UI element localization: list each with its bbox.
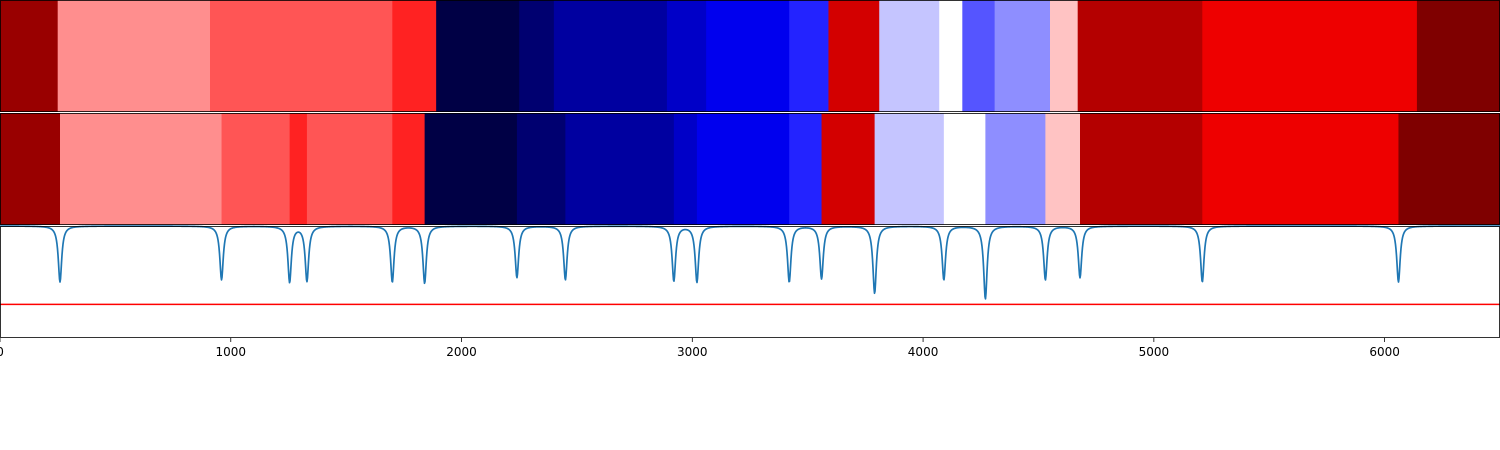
segment-2-7 xyxy=(424,113,518,225)
segment-2-12 xyxy=(789,113,823,225)
segment-1-17 xyxy=(1077,0,1203,112)
x-tick-label-3000: 3000 xyxy=(677,345,708,359)
chart-panels xyxy=(0,0,1500,338)
segment-1-5 xyxy=(436,0,520,112)
segment-2-3 xyxy=(221,113,291,225)
segment-1-15 xyxy=(994,0,1051,112)
segment-2-13 xyxy=(821,113,876,225)
segment-1-4 xyxy=(392,0,437,112)
x-axis: 0 1000 2000 3000 4000 5000 6000 xyxy=(0,338,1400,359)
segment-2-6 xyxy=(392,113,426,225)
panel-1 xyxy=(0,0,1500,112)
segment-1-13 xyxy=(939,0,963,112)
x-tick-label-2000: 2000 xyxy=(446,345,477,359)
segment-2-9 xyxy=(565,113,675,225)
segment-1-12 xyxy=(879,0,940,112)
x-tick-label-5000: 5000 xyxy=(1139,345,1170,359)
segment-2-20 xyxy=(1398,113,1500,225)
x-tick-label-6000: 6000 xyxy=(1369,345,1400,359)
x-tick-label-1000: 1000 xyxy=(215,345,246,359)
segment-1-8 xyxy=(666,0,707,112)
segment-2-14 xyxy=(874,113,945,225)
segment-2-17 xyxy=(1045,113,1081,225)
segment-1-18 xyxy=(1202,0,1418,112)
segment-1-7 xyxy=(553,0,668,112)
segment-1-9 xyxy=(706,0,790,112)
segment-2-2 xyxy=(60,113,223,225)
segment-1-3 xyxy=(210,0,393,112)
signal-line xyxy=(0,225,1500,300)
segment-1-1 xyxy=(0,0,59,112)
segment-1-2 xyxy=(57,0,211,112)
panel-2 xyxy=(0,113,1500,225)
segment-1-11 xyxy=(828,0,880,112)
segment-2-8 xyxy=(516,113,566,225)
x-tick-label-0: 0 xyxy=(0,345,4,359)
segment-2-5 xyxy=(306,113,393,225)
segment-1-19 xyxy=(1416,0,1500,112)
segment-1-10 xyxy=(789,0,830,112)
segment-2-15 xyxy=(943,113,986,225)
segment-1-6 xyxy=(519,0,555,112)
segment-1-14 xyxy=(962,0,996,112)
x-tick-label-4000: 4000 xyxy=(908,345,939,359)
panel-3 xyxy=(0,225,1500,338)
segment-2-1 xyxy=(0,113,61,225)
segment-2-16 xyxy=(985,113,1046,225)
segment-2-18 xyxy=(1080,113,1203,225)
segment-2-19 xyxy=(1202,113,1400,225)
segment-1-16 xyxy=(1050,0,1079,112)
segment-2-4 xyxy=(289,113,308,225)
segment-2-11 xyxy=(696,113,790,225)
segment-2-10 xyxy=(673,113,698,225)
